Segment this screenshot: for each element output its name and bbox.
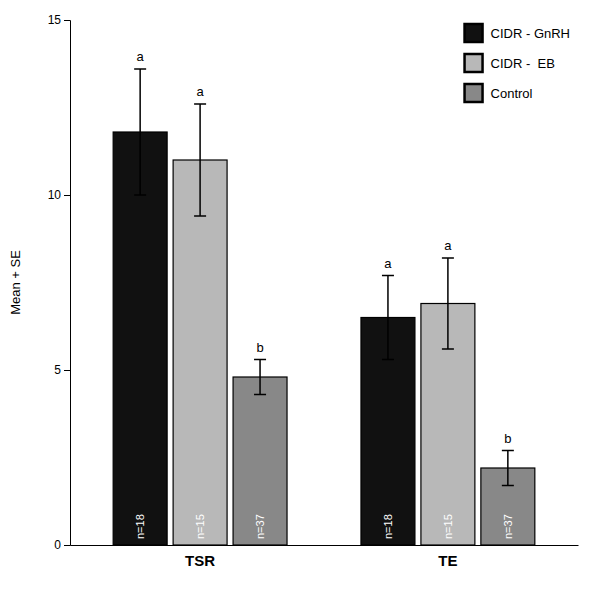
n-label: n=15 — [442, 514, 454, 539]
y-tick: 15 — [48, 13, 70, 27]
x-axis: TSR TE — [71, 545, 579, 569]
legend: CIDR - GnRH CIDR - EB Control — [465, 24, 570, 102]
y-axis-line — [64, 21, 71, 546]
n-label: n=37 — [254, 514, 266, 539]
y-tick-label: 10 — [48, 188, 62, 202]
x-tick-label: TSR — [185, 552, 215, 569]
x-axis-line — [71, 545, 579, 546]
x-tick-label: TE — [438, 552, 457, 569]
legend-item: CIDR - GnRH — [465, 24, 570, 42]
x-tick: TE — [438, 545, 457, 569]
chart: 0 5 10 15 TSR TE n=18 a n=18 a n=15 a n=15 a n=37 b n=37… — [0, 0, 598, 600]
bar — [173, 160, 227, 545]
legend-swatch — [465, 84, 483, 102]
n-label: n=37 — [502, 514, 514, 539]
n-label: n=15 — [194, 514, 206, 539]
y-tick-mark — [64, 370, 70, 371]
y-tick: 10 — [48, 188, 70, 202]
y-tick: 5 — [54, 363, 70, 377]
labels: n=18 a n=18 a n=15 a n=15 a n=37 b n=37 b — [134, 49, 514, 539]
legend-swatch — [465, 54, 483, 72]
y-tick: 0 — [54, 538, 70, 552]
sig-label: a — [196, 84, 204, 99]
y-tick-label: 15 — [48, 13, 62, 27]
marks — [113, 69, 535, 545]
n-label: n=18 — [134, 514, 146, 539]
legend-label: Control — [491, 86, 533, 101]
legend-label: CIDR - GnRH — [491, 26, 570, 41]
legend-label: CIDR - EB — [491, 56, 555, 71]
legend-item: Control — [465, 84, 533, 102]
sig-label: a — [444, 238, 452, 253]
y-tick-mark — [64, 545, 70, 546]
error-bar — [194, 104, 206, 216]
sig-label: b — [504, 431, 511, 446]
y-tick-mark — [64, 20, 70, 21]
legend-swatch — [465, 24, 483, 42]
x-tick: TSR — [185, 545, 215, 569]
y-tick-label: 0 — [54, 538, 61, 552]
error-bar — [442, 258, 454, 349]
y-tick-label: 5 — [54, 363, 61, 377]
error-bar — [502, 451, 514, 486]
bar — [233, 377, 287, 545]
y-axis-title: Mean + SE — [8, 250, 23, 315]
sig-label: b — [256, 340, 263, 355]
n-label: n=18 — [382, 514, 394, 539]
legend-item: CIDR - EB — [465, 54, 555, 72]
plot: 0 5 10 15 TSR TE n=18 a n=18 a n=15 a n=15 a n=37 b n=37… — [48, 13, 579, 568]
error-bar — [134, 69, 146, 195]
y-tick-mark — [64, 195, 70, 196]
sig-label: a — [384, 256, 392, 271]
error-bar — [382, 276, 394, 360]
y-axis: 0 5 10 15 — [48, 13, 71, 552]
error-bar — [254, 360, 266, 395]
sig-label: a — [137, 49, 145, 64]
